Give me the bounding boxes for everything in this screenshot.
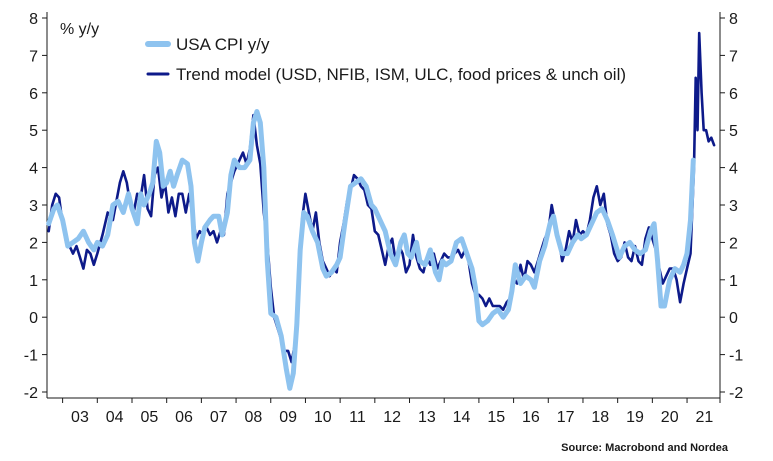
x-tick-label: 11 — [349, 409, 366, 426]
legend-label-cpi: USA CPI y/y — [176, 35, 270, 54]
series-line-trend — [47, 31, 716, 364]
x-tick-label: 08 — [245, 409, 263, 426]
y-tick-label-left: 0 — [29, 310, 38, 327]
x-tick-label: 04 — [106, 409, 124, 426]
axis-lines — [46, 12, 721, 399]
source-label: Source: Macrobond and Nordea — [561, 442, 729, 454]
y-tick-label-right: 4 — [729, 161, 738, 178]
y-tick-label-left: 6 — [29, 86, 38, 103]
y-tick-label-left: -1 — [24, 348, 38, 365]
y-tick-label-right: -2 — [729, 385, 743, 402]
series-lines — [46, 31, 716, 391]
x-tick-label: 03 — [71, 409, 89, 426]
x-tick-label: 06 — [175, 409, 193, 426]
y-tick-label-right: 0 — [729, 310, 738, 327]
unit-label: % y/y — [60, 21, 99, 38]
x-tick-label: 09 — [279, 409, 297, 426]
x-tick-label: 15 — [487, 409, 505, 426]
x-tick-label: 10 — [314, 409, 332, 426]
y-tick-label-right: 6 — [729, 86, 738, 103]
y-tick-label-right: 7 — [729, 48, 738, 65]
y-tick-label-right: 2 — [729, 235, 738, 252]
x-tick-label: 18 — [591, 409, 609, 426]
x-tick-label: 17 — [557, 409, 575, 426]
x-tick-label: 16 — [522, 409, 540, 426]
legend: USA CPI y/y Trend model (USD, NFIB, ISM,… — [145, 35, 626, 84]
x-tick-label: 19 — [626, 409, 644, 426]
y-tick-label-left: 8 — [29, 11, 38, 28]
x-tick-label: 20 — [661, 409, 679, 426]
x-tick-label: 07 — [210, 409, 228, 426]
y-tick-label-left: 2 — [29, 235, 38, 252]
y-tick-label-left: 3 — [29, 198, 38, 215]
y-tick-label-left: 1 — [29, 273, 38, 290]
y-tick-label-left: 5 — [29, 123, 38, 140]
x-tick-label: 05 — [140, 409, 158, 426]
y-tick-label-right: 5 — [729, 123, 738, 140]
y-tick-label-right: 8 — [729, 11, 738, 28]
y-axis-left: 8 7 6 5 4 3 2 1 0 -1 -2 — [24, 11, 47, 402]
y-tick-label-left: 4 — [29, 161, 38, 178]
x-tick-label: 13 — [418, 409, 436, 426]
legend-label-trend: Trend model (USD, NFIB, ISM, ULC, food p… — [176, 65, 626, 84]
x-tick-label: 12 — [383, 409, 401, 426]
y-tick-label-left: -2 — [24, 385, 38, 402]
y-tick-label-right: 1 — [729, 273, 738, 290]
x-axis: 03 04 05 06 07 08 09 10 11 12 13 14 15 16 17 18 19 20 21 — [62, 398, 721, 426]
y-tick-label-left: 7 — [29, 48, 38, 65]
y-tick-label-right: 3 — [729, 198, 738, 215]
x-tick-label: 14 — [453, 409, 471, 426]
x-tick-label: 21 — [695, 409, 713, 426]
y-axis-right: 8 7 6 5 4 3 2 1 0 -1 -2 — [720, 11, 743, 402]
y-tick-label-right: -1 — [729, 348, 743, 365]
series-line-cpi — [46, 109, 696, 391]
